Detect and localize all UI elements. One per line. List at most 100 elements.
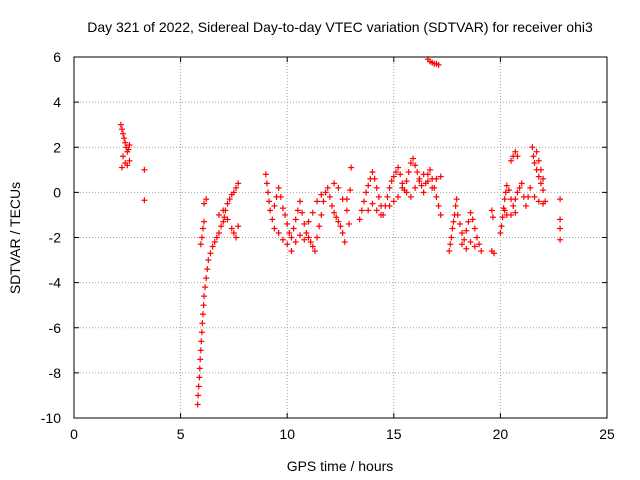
data-point	[525, 193, 532, 200]
data-point	[463, 245, 470, 252]
data-point	[294, 207, 301, 214]
data-point	[459, 241, 466, 248]
data-point	[271, 225, 278, 232]
data-point	[435, 61, 442, 68]
data-point	[309, 243, 316, 250]
data-point	[529, 144, 536, 151]
data-point	[429, 184, 436, 191]
data-point	[448, 234, 455, 241]
data-point	[118, 126, 125, 133]
y-tick-label: -8	[49, 365, 62, 381]
data-point	[463, 227, 470, 234]
data-point	[203, 196, 210, 203]
data-point	[326, 193, 333, 200]
data-point	[424, 178, 431, 185]
data-point	[141, 166, 148, 173]
y-tick-label: -4	[49, 275, 62, 291]
data-point	[501, 196, 508, 203]
data-point	[331, 180, 338, 187]
data-point	[233, 234, 240, 241]
data-point	[522, 202, 529, 209]
data-point	[403, 189, 410, 196]
x-tick-label: 10	[279, 426, 295, 442]
data-point	[378, 211, 385, 218]
data-point	[512, 209, 519, 216]
data-point	[202, 284, 209, 291]
data-point	[453, 196, 460, 203]
y-tick-label: 6	[53, 49, 61, 65]
data-point	[197, 356, 204, 363]
y-axis-label: SDTVAR / TECUs	[7, 182, 23, 294]
data-point	[373, 207, 380, 214]
data-point	[450, 218, 457, 225]
data-point	[449, 225, 456, 232]
data-point	[213, 234, 220, 241]
data-point	[198, 329, 205, 336]
data-point	[498, 223, 505, 230]
data-point	[126, 141, 133, 148]
data-point	[363, 189, 370, 196]
data-point	[397, 171, 404, 178]
data-point	[557, 216, 564, 223]
data-point	[284, 241, 291, 248]
data-point	[375, 193, 382, 200]
data-point	[473, 234, 480, 241]
data-point	[437, 173, 444, 180]
data-point	[427, 166, 434, 173]
data-point	[535, 198, 542, 205]
data-point	[420, 171, 427, 178]
data-point	[407, 193, 414, 200]
data-point	[262, 171, 269, 178]
data-point	[386, 202, 393, 209]
data-point	[320, 198, 327, 205]
data-point	[126, 157, 133, 164]
data-point	[557, 225, 564, 232]
data-point	[369, 200, 376, 207]
data-point	[369, 169, 376, 176]
data-point	[447, 241, 454, 248]
data-point	[198, 234, 205, 241]
data-point	[224, 200, 231, 207]
data-point	[201, 218, 208, 225]
data-point	[309, 209, 316, 216]
data-point	[456, 220, 463, 227]
data-point	[275, 229, 282, 236]
data-point	[373, 184, 380, 191]
data-point	[199, 225, 206, 232]
data-point	[205, 257, 212, 264]
data-point	[194, 401, 201, 408]
data-point	[279, 205, 286, 212]
data-point	[409, 155, 416, 162]
data-point	[266, 198, 273, 205]
data-point	[305, 234, 312, 241]
y-tick-label: -2	[49, 230, 62, 246]
data-point	[269, 216, 276, 223]
data-point	[341, 239, 348, 246]
data-point	[204, 266, 211, 273]
data-point	[542, 198, 549, 205]
data-point	[497, 229, 504, 236]
data-point	[358, 207, 365, 214]
data-point	[196, 365, 203, 372]
y-tick-label: 0	[53, 184, 61, 200]
data-point	[454, 211, 461, 218]
data-point	[530, 153, 537, 160]
data-point	[557, 196, 564, 203]
data-point	[124, 162, 131, 169]
data-point	[203, 275, 210, 282]
data-point	[197, 241, 204, 248]
data-point	[288, 234, 295, 241]
data-point	[499, 214, 506, 221]
x-axis-ticks: 0 5 10 15 20 25	[70, 57, 615, 442]
data-point	[461, 236, 468, 243]
data-point	[215, 229, 222, 236]
plot-frame	[73, 56, 608, 419]
data-point	[201, 293, 208, 300]
data-point	[505, 187, 512, 194]
data-point	[230, 229, 237, 236]
data-point	[288, 248, 295, 255]
data-point	[527, 184, 534, 191]
data-point	[333, 214, 340, 221]
data-point	[531, 193, 538, 200]
data-point	[418, 182, 425, 189]
